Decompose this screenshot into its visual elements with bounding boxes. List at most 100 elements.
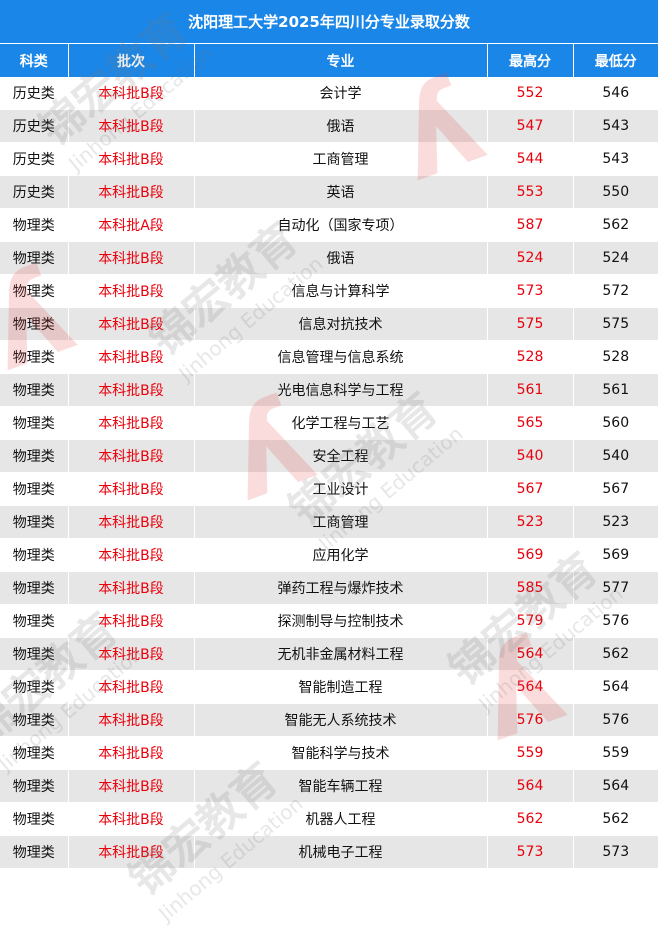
header-major: 专业	[194, 44, 488, 77]
cell-min-score: 564	[573, 670, 658, 704]
cell-major: 机器人工程	[194, 802, 488, 836]
table-row: 物理类 本科批B段 应用化学 569 569	[0, 538, 658, 572]
cell-max-score: 562	[487, 802, 574, 836]
admission-scores-table: 科类 批次 专业 最高分 最低分 历史类 本科批B段 会计学 552 546 历史类 本科批…	[0, 44, 658, 869]
cell-batch: 本科批B段	[68, 769, 195, 803]
cell-category: 历史类	[0, 142, 69, 176]
table-row: 物理类 本科批B段 信息与计算科学 573 572	[0, 274, 658, 308]
cell-max-score: 573	[487, 274, 574, 308]
cell-max-score: 559	[487, 736, 574, 770]
cell-category: 历史类	[0, 175, 69, 209]
cell-major: 自动化（国家专项）	[194, 208, 488, 242]
cell-major: 信息管理与信息系统	[194, 340, 488, 374]
cell-major: 工商管理	[194, 142, 488, 176]
cell-min-score: 562	[573, 208, 658, 242]
cell-min-score: 573	[573, 835, 658, 869]
cell-category: 物理类	[0, 340, 69, 374]
cell-category: 物理类	[0, 604, 69, 638]
table-row: 历史类 本科批B段 工商管理 544 543	[0, 142, 658, 176]
cell-batch: 本科批B段	[68, 373, 195, 407]
cell-category: 历史类	[0, 77, 69, 110]
cell-batch: 本科批B段	[68, 406, 195, 440]
cell-category: 物理类	[0, 472, 69, 506]
cell-max-score: 547	[487, 109, 574, 143]
cell-category: 物理类	[0, 538, 69, 572]
header-category: 科类	[0, 44, 69, 77]
cell-min-score: 577	[573, 571, 658, 605]
cell-category: 物理类	[0, 505, 69, 539]
cell-batch: 本科批B段	[68, 340, 195, 374]
cell-max-score: 567	[487, 472, 574, 506]
cell-major: 俄语	[194, 109, 488, 143]
table-row: 物理类 本科批B段 安全工程 540 540	[0, 439, 658, 473]
table-row: 物理类 本科批B段 智能制造工程 564 564	[0, 670, 658, 704]
table-row: 物理类 本科批B段 智能车辆工程 564 564	[0, 769, 658, 803]
cell-major: 安全工程	[194, 439, 488, 473]
cell-category: 物理类	[0, 670, 69, 704]
cell-category: 物理类	[0, 703, 69, 737]
table-row: 物理类 本科批B段 化学工程与工艺 565 560	[0, 406, 658, 440]
cell-category: 物理类	[0, 208, 69, 242]
cell-max-score: 569	[487, 538, 574, 572]
table-row: 历史类 本科批B段 英语 553 550	[0, 175, 658, 209]
cell-batch: 本科批B段	[68, 175, 195, 209]
table-row: 物理类 本科批A段 自动化（国家专项） 587 562	[0, 208, 658, 242]
cell-min-score: 562	[573, 637, 658, 671]
cell-min-score: 562	[573, 802, 658, 836]
header-min-score: 最低分	[573, 44, 658, 77]
table-row: 物理类 本科批B段 智能科学与技术 559 559	[0, 736, 658, 770]
table-row: 物理类 本科批B段 弹药工程与爆炸技术 585 577	[0, 571, 658, 605]
cell-major: 应用化学	[194, 538, 488, 572]
header-row: 科类 批次 专业 最高分 最低分	[0, 44, 658, 77]
cell-category: 物理类	[0, 769, 69, 803]
cell-major: 智能车辆工程	[194, 769, 488, 803]
cell-min-score: 567	[573, 472, 658, 506]
cell-max-score: 564	[487, 670, 574, 704]
cell-batch: 本科批A段	[68, 208, 195, 242]
cell-batch: 本科批B段	[68, 802, 195, 836]
table-row: 物理类 本科批B段 俄语 524 524	[0, 241, 658, 275]
cell-major: 工商管理	[194, 505, 488, 539]
table-row: 物理类 本科批B段 机器人工程 562 562	[0, 802, 658, 836]
cell-min-score: 540	[573, 439, 658, 473]
cell-major: 机械电子工程	[194, 835, 488, 869]
cell-batch: 本科批B段	[68, 142, 195, 176]
cell-batch: 本科批B段	[68, 307, 195, 341]
cell-max-score: 552	[487, 77, 574, 110]
cell-major: 化学工程与工艺	[194, 406, 488, 440]
table-row: 物理类 本科批B段 探测制导与控制技术 579 576	[0, 604, 658, 638]
cell-category: 物理类	[0, 637, 69, 671]
cell-batch: 本科批B段	[68, 604, 195, 638]
cell-batch: 本科批B段	[68, 538, 195, 572]
cell-min-score: 524	[573, 241, 658, 275]
cell-min-score: 576	[573, 604, 658, 638]
cell-major: 智能科学与技术	[194, 736, 488, 770]
table-title: 沈阳理工大学2025年四川分专业录取分数	[0, 0, 658, 44]
cell-max-score: 573	[487, 835, 574, 869]
cell-min-score: 543	[573, 142, 658, 176]
table-row: 物理类 本科批B段 无机非金属材料工程 564 562	[0, 637, 658, 671]
cell-batch: 本科批B段	[68, 439, 195, 473]
cell-batch: 本科批B段	[68, 703, 195, 737]
cell-batch: 本科批B段	[68, 637, 195, 671]
cell-max-score: 587	[487, 208, 574, 242]
table-row: 物理类 本科批B段 光电信息科学与工程 561 561	[0, 373, 658, 407]
cell-min-score: 523	[573, 505, 658, 539]
cell-category: 物理类	[0, 439, 69, 473]
cell-category: 物理类	[0, 274, 69, 308]
cell-batch: 本科批B段	[68, 736, 195, 770]
cell-major: 俄语	[194, 241, 488, 275]
cell-major: 智能制造工程	[194, 670, 488, 704]
cell-major: 无机非金属材料工程	[194, 637, 488, 671]
cell-min-score: 543	[573, 109, 658, 143]
cell-major: 信息对抗技术	[194, 307, 488, 341]
cell-batch: 本科批B段	[68, 109, 195, 143]
cell-min-score: 550	[573, 175, 658, 209]
table-row: 物理类 本科批B段 智能无人系统技术 576 576	[0, 703, 658, 737]
table-row: 历史类 本科批B段 俄语 547 543	[0, 109, 658, 143]
table-row: 历史类 本科批B段 会计学 552 546	[0, 77, 658, 110]
table-row: 物理类 本科批B段 工业设计 567 567	[0, 472, 658, 506]
cell-batch: 本科批B段	[68, 472, 195, 506]
cell-max-score: 540	[487, 439, 574, 473]
cell-batch: 本科批B段	[68, 835, 195, 869]
